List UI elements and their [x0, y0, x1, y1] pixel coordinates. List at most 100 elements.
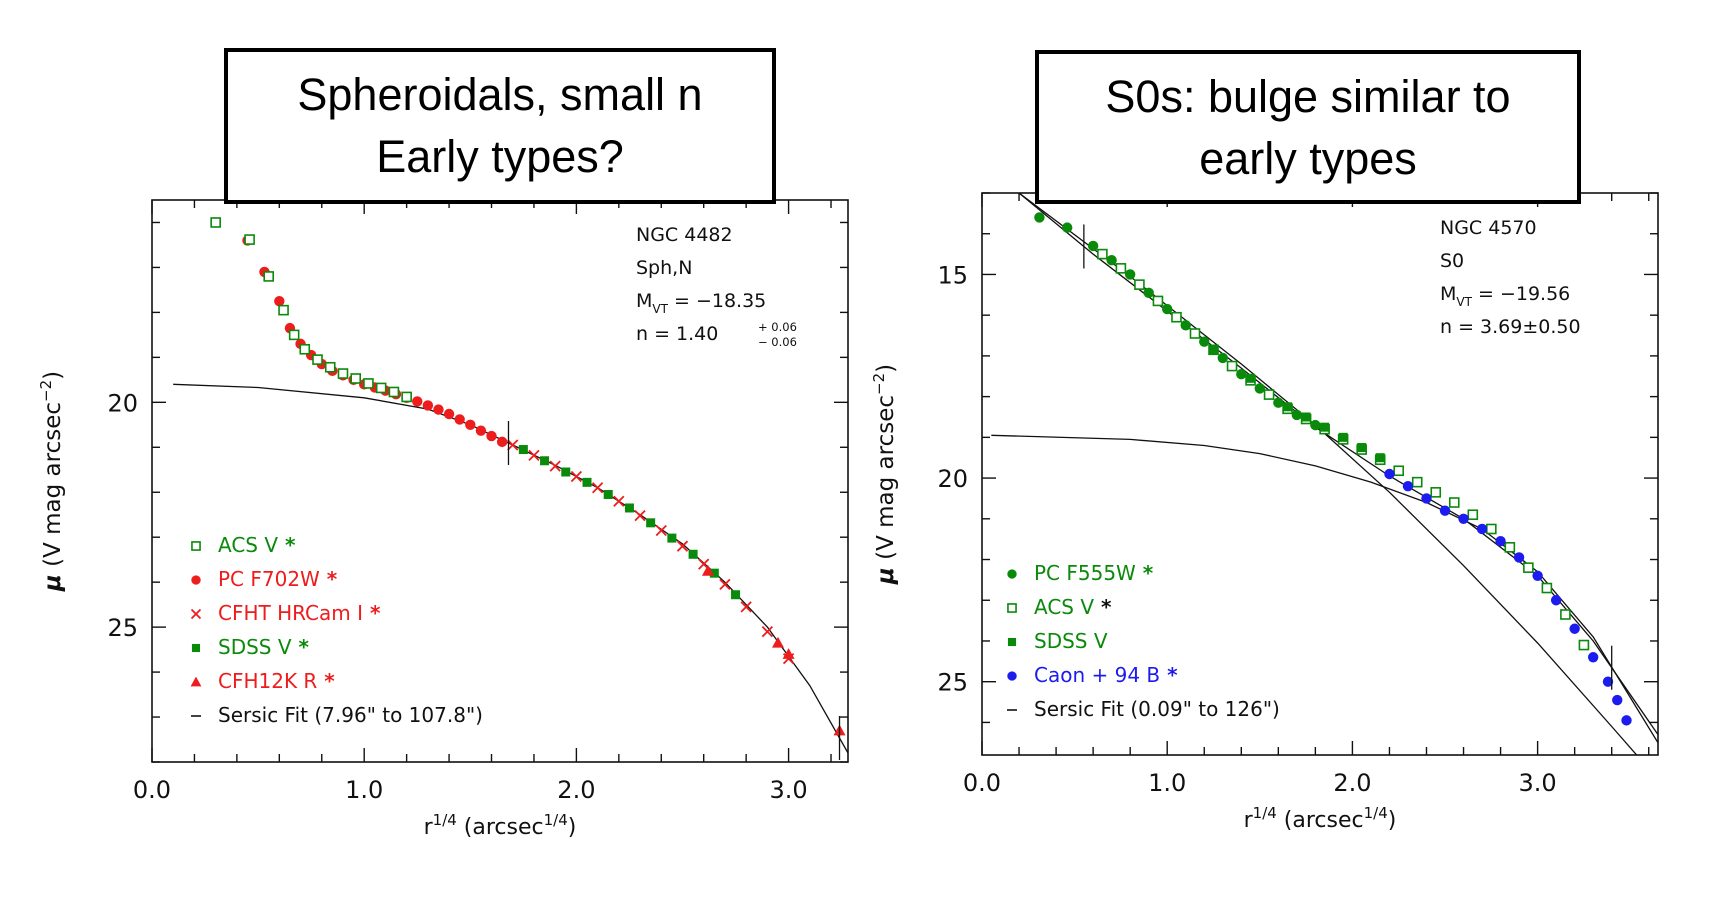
banner-box [1035, 50, 1581, 204]
x-label-sup: 1/4 [433, 811, 457, 829]
data-point [401, 391, 412, 403]
x-label-sup: 1/4 [1253, 804, 1277, 822]
x-label-unit: (arcsec [457, 815, 544, 840]
legend-text: PC F555W [1034, 561, 1136, 585]
data-point [412, 396, 423, 407]
galaxy-name: NGC 4482 [636, 224, 733, 246]
data-point [1152, 295, 1164, 307]
legend-marker [191, 643, 201, 653]
x-label-close: ) [1388, 808, 1397, 833]
legend-star: * [1094, 595, 1112, 619]
x-tick-label: 3.0 [769, 776, 807, 804]
data-point [1621, 715, 1632, 726]
x-label-base: r [424, 815, 434, 840]
legend-star: * [278, 533, 296, 557]
data-point [422, 400, 434, 411]
data-point [350, 373, 362, 384]
data-point [324, 361, 336, 373]
absolute-magnitude: MVT = −19.56 [1440, 283, 1570, 309]
y-label-unit: (V mag arcsec [40, 402, 66, 574]
banner: S0s: bulge similar to early types [1035, 50, 1581, 204]
data-series-1 [210, 217, 508, 448]
data-point [1263, 389, 1275, 400]
legend-text: Sersic Fit (7.96" to 107.8") [218, 703, 483, 727]
data-series-3 [507, 439, 795, 665]
legend-label: Sersic Fit (0.09" to 126") [1034, 697, 1280, 721]
legend: ACS V *PC F702W *CFHT HRCam I *SDSS V *C… [190, 533, 483, 727]
data-point [719, 578, 731, 591]
data-point [1560, 609, 1571, 620]
data-point [1602, 676, 1614, 687]
data-point [1061, 222, 1073, 233]
mag-symbol: M [636, 290, 652, 312]
data-point [1393, 465, 1405, 477]
mag-symbol: M [1440, 283, 1456, 305]
data-series-4 [1384, 468, 1632, 726]
data-point [1199, 336, 1210, 347]
sersic-fit-line [991, 434, 1658, 744]
n-error-lower: − 0.06 [758, 335, 797, 349]
legend-star: * [363, 601, 381, 625]
y-tick-label: 20 [107, 389, 138, 417]
legend-star: * [292, 635, 310, 659]
data-point [433, 404, 444, 415]
data-point [507, 439, 519, 451]
legend-text: CFH12K R [218, 669, 317, 693]
data-point [263, 271, 275, 282]
data-point [1320, 422, 1330, 432]
data-point [1236, 369, 1247, 380]
legend-label: ACS V * [1034, 595, 1112, 619]
banner-box [224, 48, 776, 204]
x-label-sup: 1/4 [1364, 804, 1388, 822]
data-point [1357, 443, 1367, 453]
x-label-base: r [1244, 808, 1254, 833]
data-point [771, 636, 784, 648]
data-point [1097, 248, 1108, 260]
x-label-close: ) [568, 815, 577, 840]
data-point [1467, 509, 1479, 521]
data-series-1 [1034, 212, 1321, 431]
data-point [1421, 493, 1432, 504]
absolute-magnitude: MVT = −18.35 [636, 290, 766, 316]
data-point [1209, 345, 1219, 355]
data-point [667, 533, 677, 543]
data-point [1486, 523, 1497, 535]
mag-value: = −18.35 [668, 290, 766, 312]
data-point [1115, 263, 1127, 274]
data-point [1217, 352, 1228, 364]
data-point [375, 382, 387, 394]
legend-marker [191, 575, 201, 585]
data-point [210, 217, 221, 228]
legend-text: PC F702W [218, 567, 320, 591]
sersic-fit-line [1018, 193, 1638, 755]
y-label-symbol: μ [40, 574, 66, 592]
data-point [1439, 505, 1451, 516]
data-point [1384, 468, 1395, 480]
legend-text: ACS V [218, 533, 278, 557]
data-point [1550, 595, 1562, 606]
n-value: = 1.40 [654, 323, 718, 345]
y-axis-label: μ (V mag arcsec−2) [870, 364, 899, 585]
data-point [486, 430, 497, 442]
y-label-sup: −2 [37, 380, 55, 402]
x-tick-label: 0.0 [133, 776, 171, 804]
data-point [655, 524, 667, 537]
data-point [761, 625, 774, 638]
data-point [1254, 383, 1266, 394]
n-value: = 3.69±0.50 [1458, 316, 1581, 338]
x-tick-label: 2.0 [557, 776, 595, 804]
plot-area [991, 193, 1658, 755]
data-point [388, 386, 400, 398]
n-symbol: n [636, 323, 654, 345]
data-point [1273, 397, 1284, 408]
legend-star: * [1136, 561, 1154, 585]
mag-value: = −19.56 [1472, 283, 1570, 305]
data-point [1338, 432, 1348, 442]
y-tick-label: 25 [937, 669, 968, 697]
data-point [1375, 453, 1385, 463]
legend-star: * [1160, 663, 1178, 687]
data-point [1283, 402, 1293, 412]
